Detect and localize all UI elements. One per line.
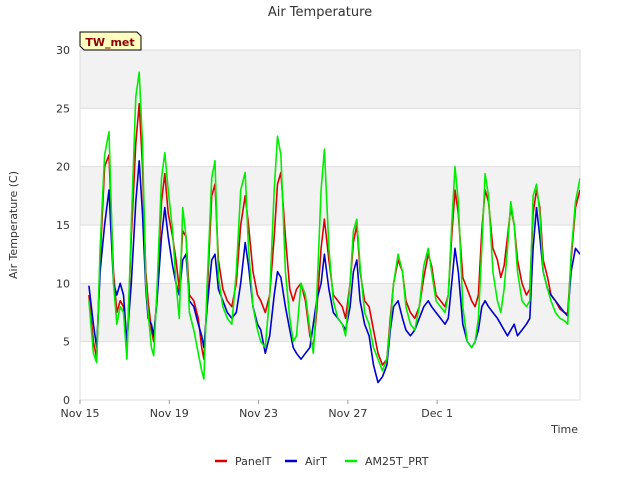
x-tick-label: Nov 19	[150, 407, 189, 420]
y-tick-label: 10	[56, 277, 70, 290]
series-lines	[88, 71, 580, 384]
legend-item: AM25T_PRT	[345, 455, 429, 468]
legend-label: AM25T_PRT	[365, 455, 429, 468]
x-tick-label: Nov 15	[61, 407, 100, 420]
y-tick-label: 15	[56, 219, 70, 232]
legend-label: AirT	[305, 455, 327, 468]
y-tick-label: 30	[56, 44, 70, 57]
x-tick-label: Nov 27	[328, 407, 367, 420]
site-badge-label: TW_met	[85, 36, 134, 49]
chart-title: Air Temperature	[268, 5, 372, 20]
y-tick-label: 0	[63, 394, 70, 407]
x-axis-ticks: Nov 15 Nov 19 Nov 23 Nov 27 Dec 1	[61, 400, 453, 420]
series-line-am25t-prt	[88, 71, 580, 380]
series-line-airt	[88, 160, 580, 384]
x-tick-label: Dec 1	[421, 407, 453, 420]
grid-band	[80, 50, 580, 109]
y-axis-ticks: 0 5 10 15 20 25 30	[56, 44, 580, 407]
y-axis-label: Air Temperature (C)	[7, 171, 20, 279]
legend-item: AirT	[285, 455, 327, 468]
x-tick-label: Nov 23	[239, 407, 278, 420]
legend-item: PanelT	[215, 455, 272, 468]
y-tick-label: 20	[56, 161, 70, 174]
legend-label: PanelT	[235, 455, 272, 468]
site-badge-background	[79, 31, 142, 51]
x-axis-label: Time	[550, 423, 578, 436]
site-badge: TW_met	[79, 31, 142, 51]
y-tick-label: 25	[56, 102, 70, 115]
legend: PanelT AirT AM25T_PRT	[215, 455, 429, 468]
y-tick-label: 5	[63, 336, 70, 349]
grid-band	[80, 108, 580, 167]
grid-band	[80, 166, 580, 225]
grid-band	[80, 341, 580, 400]
